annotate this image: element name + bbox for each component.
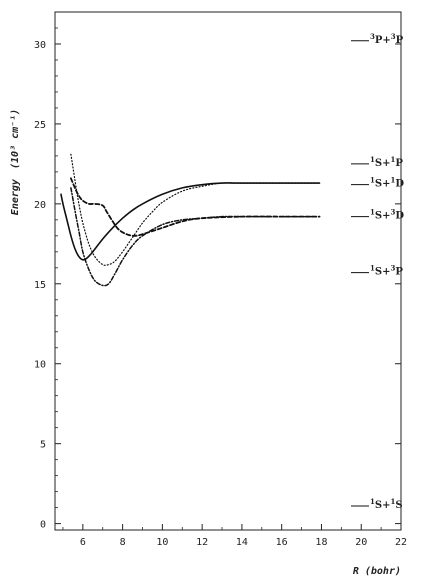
y-tick-label: 25 (34, 120, 46, 131)
level-label-term: S+ (375, 211, 391, 222)
y-tick-label: 20 (34, 200, 46, 211)
plot-frame (54, 11, 402, 531)
x-tick-label: 20 (355, 537, 367, 548)
level-label-multiplicity: 1 (390, 176, 395, 185)
level-label-multiplicity: 1 (390, 155, 395, 164)
level-label-multiplicity: 3 (390, 264, 395, 273)
curves (60, 153, 321, 287)
x-tick-label: 8 (120, 537, 126, 548)
curve-dashed (70, 177, 321, 237)
y-tick-label: 15 (34, 280, 46, 291)
level-label-term: S+ (375, 267, 391, 278)
level-label-term: P (395, 267, 403, 278)
x-tick-label: 22 (395, 537, 407, 548)
level-label-term: S+ (375, 158, 391, 169)
x-tick-label: 18 (315, 537, 327, 548)
level-label-multiplicity: 1 (370, 176, 375, 185)
level-label-term: D (395, 211, 404, 222)
x-axis: 6 8 10 12 14 16 18 20 22 (62, 524, 407, 548)
y-tick-label: 10 (34, 360, 46, 371)
level-label-term: S+ (375, 500, 391, 511)
level-label-multiplicity: 3 (390, 208, 395, 217)
x-tick-label: 16 (276, 537, 288, 548)
level-label: 1S+1D (370, 176, 404, 190)
level-label-term: D (395, 179, 404, 190)
y-tick-label: 5 (40, 440, 46, 451)
curve-solid (60, 182, 321, 261)
level-label-term: S+ (375, 179, 391, 190)
y-axis-title-label: Energy (10, 178, 21, 215)
y-tick-label: 0 (40, 520, 46, 531)
level-label: 1S+1S (370, 497, 403, 511)
x-tick-label: 12 (196, 537, 208, 548)
level-label: 1S+3D (370, 208, 404, 222)
x-tick-label: 14 (236, 537, 248, 548)
curve-dash-dot (70, 187, 321, 287)
level-label-term: P+ (375, 35, 391, 46)
level-label: 1S+1P (370, 155, 403, 169)
y-tick-label: 30 (34, 40, 46, 51)
level-label-term: S (395, 500, 402, 511)
level-label: 1S+3P (370, 264, 403, 278)
level-label-multiplicity: 1 (370, 264, 375, 273)
level-label-multiplicity: 1 (370, 497, 375, 506)
level-label-multiplicity: 1 (370, 155, 375, 164)
level-label-term: P (396, 35, 404, 46)
x-tick-label: 6 (80, 537, 86, 548)
y-axis: 0 5 10 15 20 25 30 (34, 27, 401, 531)
x-axis-title: R (bohr) (353, 566, 401, 577)
level-label-multiplicity: 1 (390, 497, 395, 506)
x-tick-label: 10 (156, 537, 168, 548)
level-label-multiplicity: 3 (370, 32, 375, 41)
y-axis-title: Energy (10³ cm⁻¹) (10, 109, 21, 215)
level-label-multiplicity: 1 (370, 208, 375, 217)
curve-dotted (70, 153, 321, 266)
y-axis-title-unit: (10³ cm⁻¹) (10, 109, 21, 169)
level-label-term: P (395, 158, 403, 169)
level-label-multiplicity: 3 (391, 32, 396, 41)
level-label: 3P+3P (370, 32, 404, 46)
